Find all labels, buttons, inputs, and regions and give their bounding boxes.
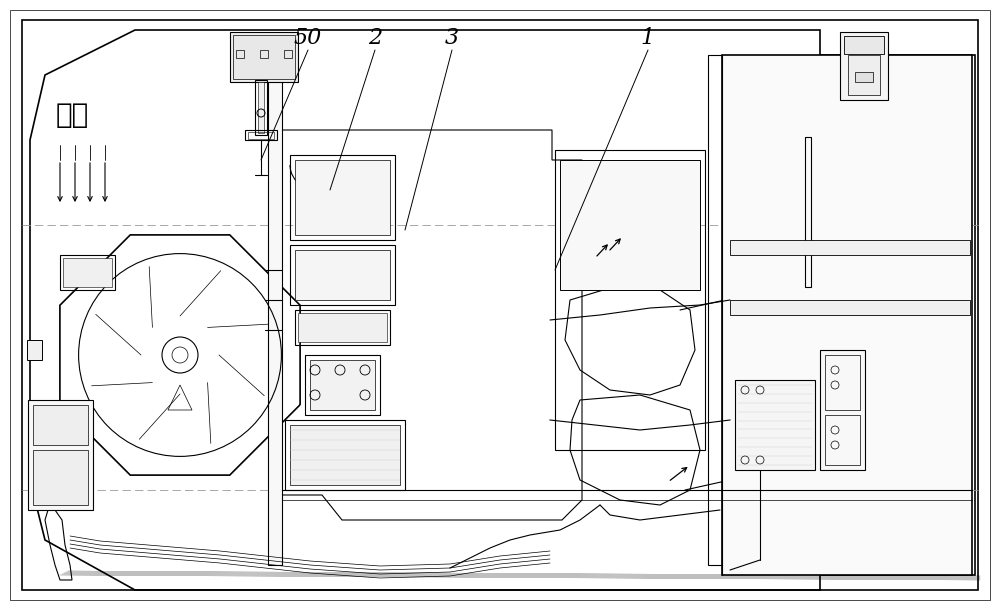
Text: 3: 3 bbox=[445, 27, 459, 49]
Text: 1: 1 bbox=[641, 27, 655, 49]
Bar bbox=[840, 32, 888, 100]
Text: 空气: 空气 bbox=[55, 101, 89, 129]
Bar bbox=[310, 360, 375, 410]
Bar bbox=[730, 300, 970, 315]
Bar bbox=[305, 355, 380, 415]
Bar bbox=[844, 36, 884, 54]
Bar bbox=[298, 313, 387, 342]
Bar bbox=[255, 80, 267, 135]
Bar bbox=[290, 425, 400, 485]
Bar bbox=[848, 55, 880, 95]
Bar bbox=[28, 400, 93, 510]
Bar bbox=[268, 55, 282, 565]
Bar bbox=[290, 155, 395, 240]
Bar bbox=[233, 35, 295, 79]
Bar bbox=[805, 137, 811, 287]
Bar bbox=[295, 250, 390, 300]
Bar bbox=[60, 255, 115, 290]
Bar bbox=[258, 82, 264, 133]
Text: 2: 2 bbox=[368, 27, 382, 49]
Bar bbox=[820, 350, 865, 470]
Bar bbox=[260, 50, 268, 58]
Bar bbox=[245, 130, 277, 140]
Bar bbox=[555, 150, 705, 450]
Bar bbox=[285, 420, 405, 490]
Bar bbox=[33, 450, 88, 505]
Bar bbox=[825, 415, 860, 465]
Bar bbox=[855, 72, 873, 82]
Bar bbox=[825, 355, 860, 410]
Bar bbox=[735, 380, 815, 470]
Bar bbox=[27, 340, 42, 360]
Bar bbox=[290, 245, 395, 305]
Bar bbox=[295, 160, 390, 235]
Bar bbox=[236, 50, 244, 58]
Bar bbox=[33, 405, 88, 445]
Bar bbox=[248, 132, 274, 139]
Bar bbox=[708, 55, 722, 565]
Bar bbox=[230, 32, 298, 82]
Bar bbox=[63, 258, 112, 287]
Circle shape bbox=[162, 337, 198, 373]
Bar bbox=[730, 240, 970, 255]
Bar bbox=[722, 55, 972, 575]
Bar bbox=[295, 310, 390, 345]
Bar bbox=[560, 160, 700, 290]
Bar bbox=[284, 50, 292, 58]
Text: 50: 50 bbox=[294, 27, 322, 49]
